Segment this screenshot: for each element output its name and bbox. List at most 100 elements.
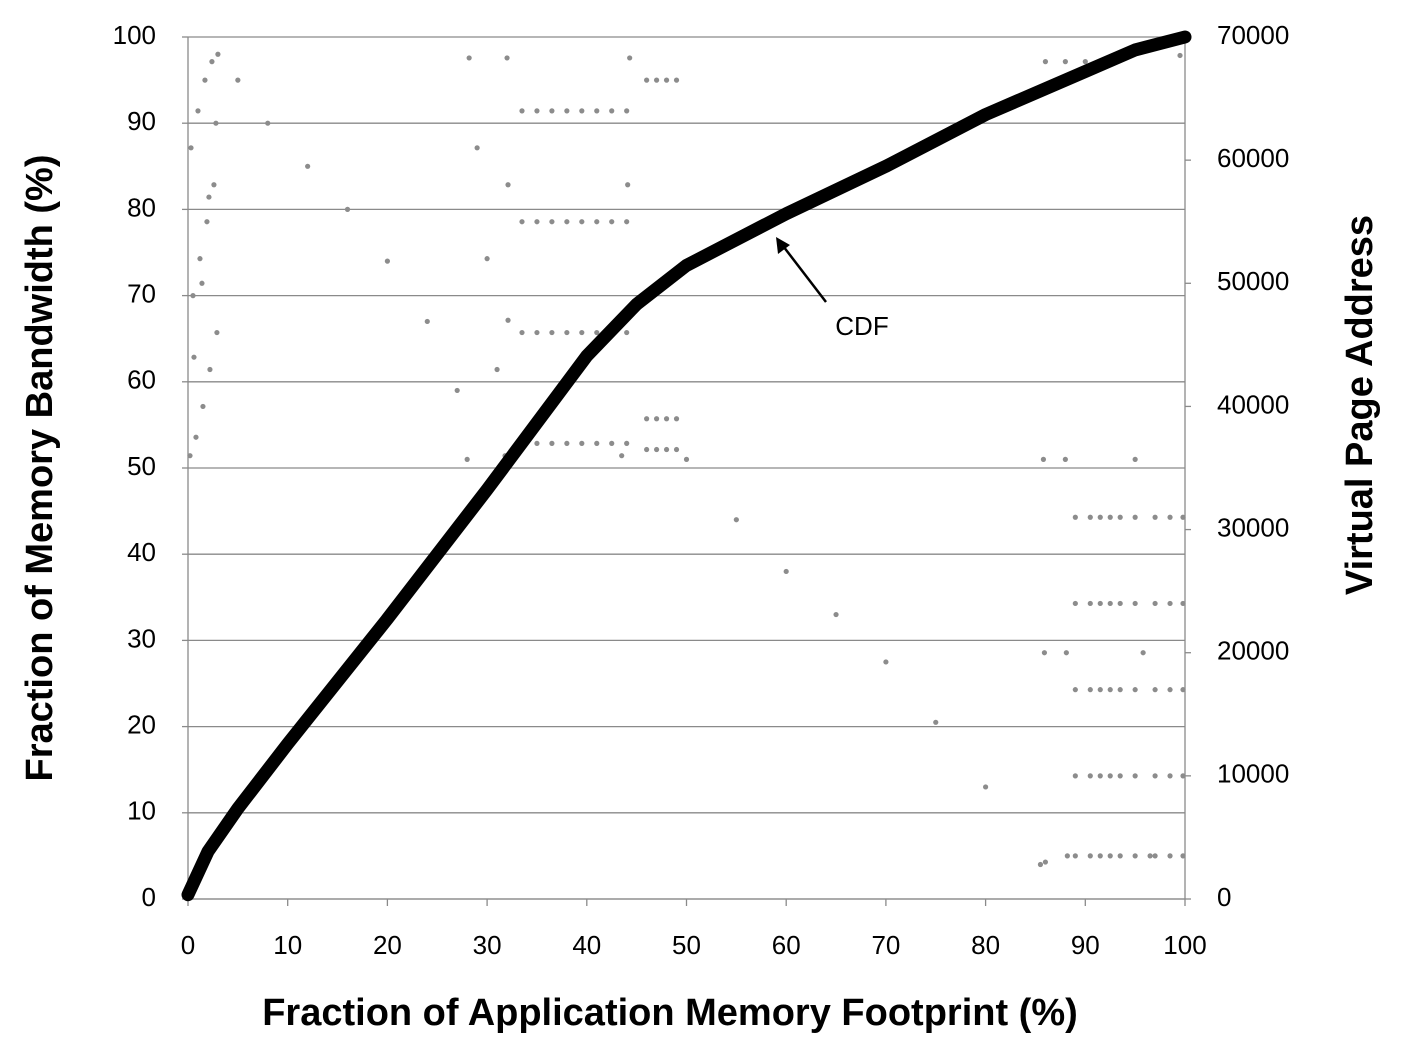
y2-tick-label: 10000 [1217,759,1289,789]
scatter-point [214,329,220,336]
scatter-point [424,318,430,325]
scatter-point [206,194,212,200]
scatter-point [1072,853,1078,859]
scatter-point [549,108,555,114]
scatter-point [625,182,631,188]
scatter-point [1040,456,1047,462]
scatter-point [1132,514,1138,520]
scatter-point [191,354,197,360]
scatter-point [1097,600,1103,607]
scatter-point [1072,514,1078,520]
scatter-point [1167,687,1173,693]
y2-tick-label: 60000 [1217,143,1289,173]
scatter-point [619,453,625,459]
scatter-point [204,219,210,225]
y-tick-label: 30 [127,623,156,653]
scatter-point [454,387,460,394]
scatter-point [1037,861,1044,868]
scatter-point [1087,773,1093,779]
scatter-point [933,719,939,725]
scatter-point [1062,59,1068,65]
y-tick-label: 90 [127,106,156,136]
scatter-point [549,219,555,225]
scatter-point [466,55,472,61]
scatter-point [663,416,670,422]
scatter-point [199,280,205,286]
scatter-point [983,784,989,790]
scatter-point [624,329,630,336]
x-tick-label: 100 [1163,930,1206,960]
x-tick-label: 20 [373,930,402,960]
scatter-point [305,163,311,169]
scatter-point [549,329,555,336]
scatter-point [1132,456,1138,462]
scatter-point [833,611,839,618]
scatter-point [215,51,221,57]
scatter-point [1042,859,1049,865]
x-tick-label: 10 [273,930,302,960]
scatter-point [673,416,680,422]
scatter-point [1132,853,1138,859]
scatter-point [579,219,585,225]
y2-tick-label: 0 [1217,882,1231,912]
x-tick-label: 30 [473,930,502,960]
scatter-point [579,440,585,446]
scatter-point [653,77,660,83]
scatter-point [644,446,650,453]
scatter-point [1152,514,1158,520]
scatter-point [1082,59,1088,65]
scatter-point [579,108,585,114]
scatter-point [1117,687,1123,693]
scatter-point [594,219,600,225]
y-tick-label: 10 [127,796,156,826]
scatter-point [504,55,510,61]
scatter-point [1097,773,1103,779]
scatter-point [1140,650,1146,656]
y-tick-label: 20 [127,709,156,739]
scatter-point [883,659,889,665]
scatter-point [494,366,500,373]
scatter-point [1107,687,1113,693]
scatter-point [1087,853,1093,859]
scatter-point [624,219,630,225]
scatter-point [1180,773,1186,779]
y-tick-label: 50 [127,451,156,481]
scatter-point [1117,514,1123,520]
scatter-point [474,145,480,151]
scatter-point [594,329,600,336]
scatter-point [609,440,615,446]
scatter-point [673,446,680,453]
y-tick-label: 80 [127,192,156,222]
y2-axis-title: Virtual Page Address [1339,215,1381,595]
y-tick-label: 0 [142,882,156,912]
scatter-point [209,59,215,65]
scatter-point [1087,687,1093,693]
scatter-point [1107,853,1113,859]
scatter-point [534,440,540,446]
x-tick-label: 40 [572,930,601,960]
scatter-point [1132,600,1138,607]
scatter-point [564,108,570,114]
scatter-point [265,120,271,126]
scatter-point [783,568,789,575]
scatter-point [190,293,196,299]
scatter-point [344,206,351,212]
scatter-point [1097,687,1103,693]
scatter-point [609,108,615,114]
scatter-point [1167,514,1173,520]
scatter-point [505,182,511,188]
scatter-point [534,329,540,336]
x-tick-label: 0 [181,930,195,960]
scatter-point [484,256,490,262]
scatter-point [1072,687,1078,693]
scatter-point [549,440,555,446]
scatter-point [1107,773,1113,779]
scatter-point [195,108,201,114]
x-tick-label: 70 [871,930,900,960]
y-tick-label: 100 [113,20,156,50]
scatter-point [1132,773,1138,779]
scatter-point [519,108,525,114]
x-tick-label: 50 [672,930,701,960]
scatter-point [663,77,670,83]
scatter-point [1180,853,1186,859]
